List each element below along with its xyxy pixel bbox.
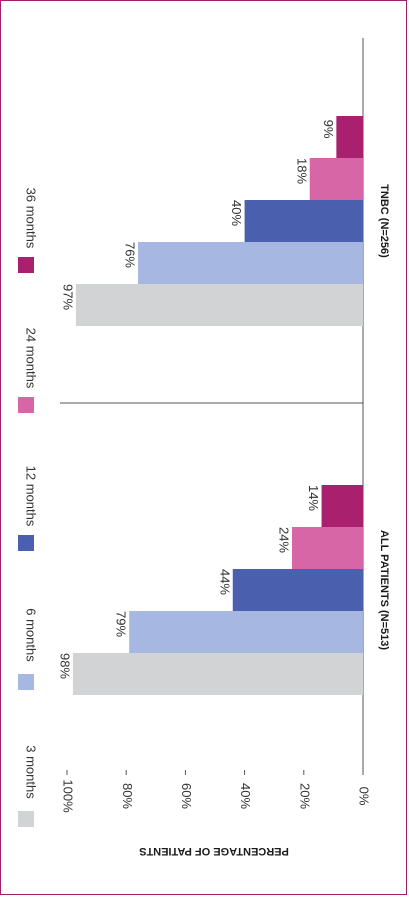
legend-swatch (18, 257, 34, 273)
legend-swatch (18, 811, 34, 827)
legend-label: 6 months (24, 608, 39, 662)
data-label: 14% (306, 485, 321, 511)
data-label: 9% (321, 120, 336, 139)
legend-label: 3 months (24, 745, 39, 799)
legend-swatch (18, 535, 34, 551)
bar (138, 242, 363, 284)
data-label: 98% (57, 653, 72, 679)
bar (232, 569, 363, 611)
x-tick-label: 100% (61, 779, 76, 813)
bar (129, 611, 363, 653)
bar (72, 653, 364, 695)
data-label: 24% (277, 527, 292, 553)
data-label: 76% (123, 242, 138, 268)
category-label: ALL PATIENTS (N=513) (378, 530, 390, 650)
data-label: 44% (217, 569, 232, 595)
data-label: 40% (229, 200, 244, 226)
legend-swatch (18, 674, 34, 690)
legend-label: 36 months (24, 188, 39, 249)
x-tick-label: 60% (179, 783, 194, 809)
bar (321, 485, 363, 527)
bar (75, 284, 363, 326)
legend-swatch (18, 397, 34, 413)
category-label: TNBC (N=256) (378, 184, 390, 258)
bar (291, 527, 363, 569)
bar (336, 116, 363, 158)
bar (309, 158, 363, 200)
data-label: 97% (60, 284, 75, 310)
x-tick-label: 20% (297, 783, 312, 809)
data-label: 18% (294, 158, 309, 184)
x-axis-title: PERCENTAGE OF PATIENTS (139, 845, 289, 857)
data-label: 79% (114, 611, 129, 637)
x-tick-label: 0% (357, 787, 372, 806)
legend-label: 24 months (24, 328, 39, 389)
x-tick-label: 40% (238, 783, 253, 809)
x-tick-label: 80% (120, 783, 135, 809)
legend-label: 12 months (24, 466, 39, 527)
bar (244, 200, 363, 242)
